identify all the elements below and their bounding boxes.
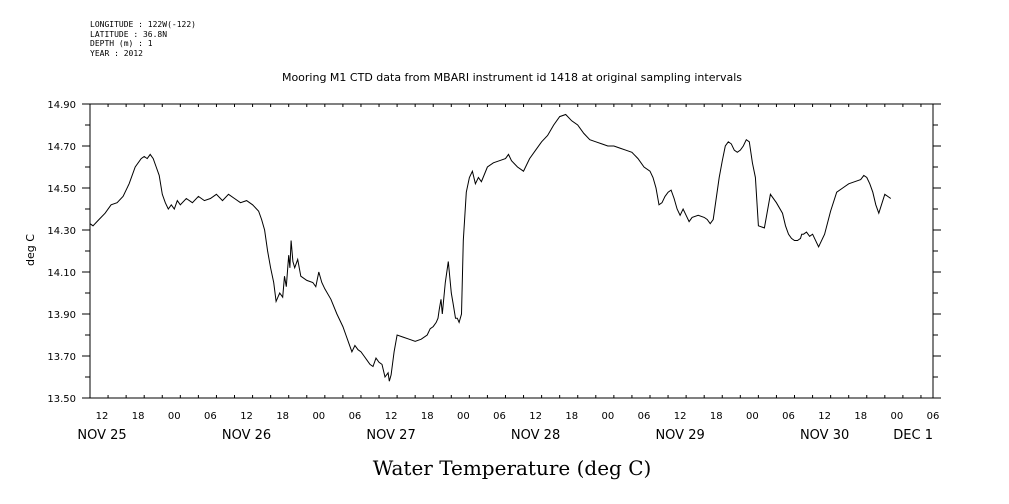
x-tick-label: 00 [891,411,904,422]
date-label: NOV 28 [511,428,560,443]
date-label: NOV 29 [655,428,704,443]
x-tick-label: 00 [168,411,181,422]
date-label: NOV 30 [800,428,849,443]
date-label: NOV 27 [366,428,415,443]
y-axis-label: deg C [24,234,37,266]
x-tick-labels: 12 18 00 06 12 18 00 06 12 18 00 06 12 18 00 06 12 18 00 06… [96,411,940,422]
depth-label: DEPTH (m) : 1 [90,39,153,48]
year-label: YEAR : 2012 [90,48,143,58]
x-tick-label: 18 [276,411,289,422]
x-tick-label: 06 [638,411,651,422]
x-axis-label: Water Temperature (deg C) [373,456,652,480]
water-temperature-line [89,113,892,382]
x-tick-label: 00 [312,411,325,422]
x-tick-label: 18 [854,411,867,422]
x-tick-label: 12 [674,411,687,422]
x-tick-label: 12 [96,411,109,422]
y-tick-label: 13.90 [47,310,76,321]
x-tick-label: 06 [927,411,940,422]
chart-title: Mooring M1 CTD data from MBARI instrumen… [282,71,742,84]
x-tick-label: 00 [746,411,759,422]
x-tick-label: 12 [385,411,398,422]
x-tick-label: 12 [818,411,831,422]
axis-ticks [82,103,941,399]
metadata-block: LONGITUDE : 122W(-122) LATITUDE : 36.8N … [90,20,196,58]
date-labels: NOV 25 NOV 26 NOV 27 NOV 28 NOV 29 NOV 30 DEC … [77,428,933,443]
x-tick-label: 00 [601,411,614,422]
y-tick-label: 14.70 [47,142,76,153]
x-tick-label: 18 [421,411,434,422]
y-tick-label: 14.90 [47,100,76,111]
plot-frame [89,103,934,399]
x-tick-label: 18 [132,411,145,422]
x-tick-label: 12 [529,411,542,422]
x-tick-label: 06 [349,411,362,422]
longitude-label: LONGITUDE : 122W(-122) [90,20,196,29]
y-tick-label: 13.70 [47,352,76,363]
x-tick-label: 18 [565,411,578,422]
x-tick-label: 06 [782,411,795,422]
x-tick-label: 06 [493,411,506,422]
x-tick-label: 18 [710,411,723,422]
latitude-label: LATITUDE : 36.8N [90,29,168,39]
y-tick-label: 14.50 [47,184,76,195]
date-label: NOV 26 [222,428,271,443]
x-tick-label: 06 [204,411,217,422]
y-tick-labels: 13.50 13.70 13.90 14.10 14.30 14.50 14.70 14.90 [47,100,76,405]
date-label: DEC 1 [893,428,933,443]
y-tick-label: 14.30 [47,226,76,237]
y-tick-label: 14.10 [47,268,76,279]
x-tick-label: 00 [457,411,470,422]
x-tick-label: 12 [240,411,253,422]
date-label: NOV 25 [77,428,126,443]
y-tick-label: 13.50 [47,394,76,405]
